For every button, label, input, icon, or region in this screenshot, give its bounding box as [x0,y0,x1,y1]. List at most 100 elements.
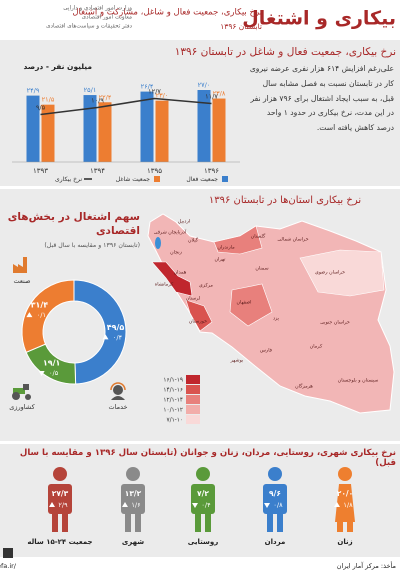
province-label: فارس [260,348,272,354]
bar [83,95,97,162]
change-label: ۰/۱ [37,311,46,319]
legend-label: نرخ بیکاری [55,176,82,183]
data-label: ۲۳/۰ [156,92,169,100]
qr-icon [3,548,13,558]
figure-head [268,467,282,481]
group-value: ۲۰/۰ [337,489,353,498]
category-label: صنعت [14,277,31,285]
icon [110,382,126,391]
group-label: جمعیت ۲۴-۱۵ ساله [27,538,92,546]
legend-label: جمعیت فعال [186,176,218,183]
section-title: نرخ بیکاری، جمعیت فعال و شاغل در تابستان… [175,46,396,58]
group-change: ۰/۸ [273,501,283,509]
legend-swatch [186,405,200,414]
group-label: مردان [265,538,286,546]
figure-head [126,467,140,481]
data-label: ۱۰/۹ [91,97,104,105]
data-label: ۲۱/۵ [42,96,55,104]
summary-item: علی‌رغم افزایش ۶۱۴ هزار نفری عرضه نیروی … [248,62,394,136]
icon [23,384,29,390]
figure-leg [195,514,201,532]
lake [155,237,161,249]
page-period: تابستان ۱۳۹۶ [220,22,262,31]
province-label: سیستان و بلوچستان [338,378,379,384]
legend-label: ۱۶/۱-۱۹ [163,378,183,384]
category-label: کشاورزی [9,403,35,411]
group-value: ۷/۲ [197,489,209,498]
province-label: هرمزگان [295,383,313,390]
province-label: بوشهر [230,359,244,364]
province-label: مازندران [217,245,235,251]
x-tick-label: ۱۳۹۵ [147,167,162,175]
data-label: ۳۱/۴ [31,301,49,310]
province-label: تهران [214,257,226,263]
province-label: خراسان رضوی [315,270,345,276]
change-arrow [334,502,340,507]
province-label: یزد [273,317,280,322]
footer-source: مأخذ: مرکز آمار ایران [337,561,396,570]
data-label: ۲۵/۱ [84,86,97,94]
bar [98,102,112,162]
icon [111,396,125,400]
line-series [40,97,212,116]
figure-leg [337,514,343,532]
x-tick-label: ۱۳۹۶ [204,167,219,175]
donut-slice [73,279,127,385]
figure-leg [205,514,211,532]
data-label: ۹/۵ [36,104,46,112]
summary-text: علی‌رغم افزایش ۶۱۴ هزار نفری عرضه نیروی … [248,62,400,136]
figure-leg [267,514,273,532]
legend-label: ۱۴/۱-۱۶ [163,388,183,394]
donut-title: سهم اشتغال در بخش‌های اقتصادی [7,211,140,238]
group-value: ۹/۶ [269,489,281,498]
data-label: ۲۷/۰ [198,81,211,89]
province-label: لرستان [186,296,201,302]
bar [197,90,211,162]
section-title: نرخ بیکاری شهری، روستایی، مردان، زنان و … [19,448,396,468]
figure-head [53,467,67,481]
data-label: ۱۱/۷ [205,93,218,101]
map-region [213,225,263,255]
x-tick-label: ۱۳۹۳ [33,167,48,175]
data-label: ۲۳/۸ [213,90,226,98]
legend-swatch [222,176,228,182]
group-change: ۰/۴ [201,501,211,509]
change-arrow [192,503,198,508]
bar [155,100,169,162]
icon [25,394,31,400]
legend-swatch [186,395,200,404]
bar [140,91,154,162]
category-label: خدمات [108,403,127,411]
x-tick-label: ۱۳۹۴ [90,167,105,175]
legend-label: ۱۰/۱-۱۲ [163,408,183,414]
legend-label: جمعیت شاغل [116,176,151,183]
province-label: زنجان [170,250,182,256]
data-label: ۲۴/۹ [27,87,40,95]
map-region [151,261,193,297]
data-label: ۲۶/۴ [141,83,154,91]
legend-swatch [186,375,200,384]
figure-body [191,484,215,514]
legend-swatch [154,176,160,182]
page-subtitle: نرخ بیکاری، جمعیت فعال و شاغل، مشارکت و … [72,8,262,18]
figure-leg [62,514,68,532]
group-label: روستایی [188,538,218,546]
figure-body [335,484,355,522]
group-label: شهری [122,538,144,546]
figure-leg [135,514,141,532]
group-value: ۱۳/۲ [125,489,142,498]
province-label: خوزستان [189,319,207,325]
province-label: کرمان [310,344,323,350]
change-arrow [264,503,270,508]
province-label: سمنان [255,266,268,272]
icon [13,388,25,394]
group-change: ۱/۸ [343,501,353,509]
donut-subtitle: (تابستان ۱۳۹۶ و مقایسه با سال قبل) [44,242,140,249]
section-title: نرخ بیکاری استان‌ها در تابستان ۱۳۹۶ [209,195,361,206]
figure-leg [125,514,131,532]
figure-head [196,467,210,481]
change-label: ۰/۵ [49,369,59,377]
figure-body [263,484,287,514]
